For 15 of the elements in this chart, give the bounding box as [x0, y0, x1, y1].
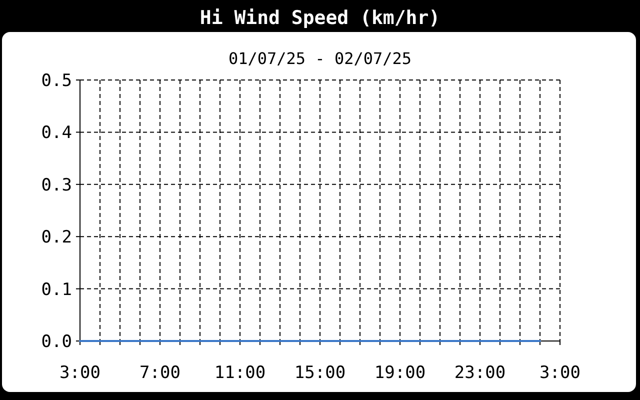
x-tick-label: 11:00: [214, 363, 266, 383]
x-tick-label: 15:00: [294, 363, 346, 383]
y-tick-label: 0.4: [41, 123, 72, 144]
x-tick-label: 23:00: [454, 363, 506, 383]
y-tick-label: 0.5: [41, 71, 72, 91]
y-tick-label: 0.3: [41, 175, 72, 196]
chart-subtitle: 01/07/25 - 02/07/25: [228, 49, 412, 68]
y-tick-label: 0.0: [41, 332, 72, 352]
x-tick-label: 7:00: [140, 363, 180, 383]
x-tick-label: 19:00: [374, 363, 426, 383]
y-tick-label: 0.2: [41, 228, 72, 248]
x-tick-label: 3:00: [60, 363, 100, 383]
x-tick-label: 3:00: [540, 363, 580, 383]
chart-title: Hi Wind Speed (km/hr): [200, 7, 440, 29]
y-tick-label: 0.1: [41, 280, 72, 300]
